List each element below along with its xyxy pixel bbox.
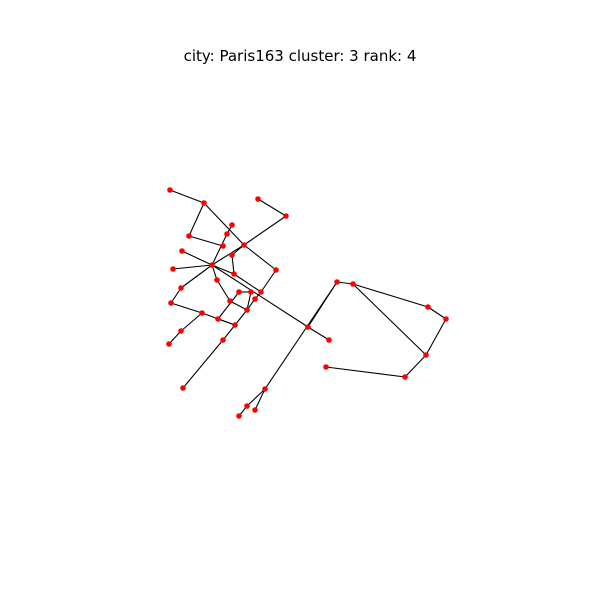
graph-edge xyxy=(233,273,262,293)
graph-node xyxy=(224,231,230,237)
graph-edge xyxy=(168,330,182,345)
graph-title: city: Paris163 cluster: 3 rank: 4 xyxy=(183,47,417,65)
graph-node xyxy=(402,374,408,380)
graph-edge xyxy=(307,326,330,341)
graph-node xyxy=(214,277,220,283)
graph-edge xyxy=(264,281,338,390)
graph-node xyxy=(252,296,258,302)
graph-node xyxy=(236,413,242,419)
graph-edge xyxy=(427,306,447,320)
graph-edge xyxy=(246,291,252,311)
graph-node xyxy=(423,352,429,358)
graph-edge xyxy=(254,388,266,411)
graph-node xyxy=(166,341,172,347)
graph-edge xyxy=(257,198,287,217)
graph-node xyxy=(179,248,185,254)
graph-edge xyxy=(211,233,228,266)
graph-node xyxy=(305,324,311,330)
graph-node xyxy=(244,403,250,409)
graph-edge xyxy=(211,264,309,328)
graph-node xyxy=(273,267,279,273)
graph-edge xyxy=(352,283,427,356)
graph-edge xyxy=(182,339,224,389)
graph-node xyxy=(236,289,242,295)
graph-edge xyxy=(229,300,248,311)
graph-node xyxy=(167,187,173,193)
graph-node xyxy=(186,233,192,239)
graph-edge xyxy=(172,264,213,270)
graph-node xyxy=(248,289,254,295)
graph-edge xyxy=(260,269,277,293)
graph-node xyxy=(170,266,176,272)
graph-edge xyxy=(211,264,235,275)
graph-node xyxy=(180,385,186,391)
graph-edge xyxy=(188,235,224,247)
graph-node xyxy=(244,307,250,313)
graph-node xyxy=(443,316,449,322)
graph-node xyxy=(241,242,247,248)
graph-node xyxy=(258,289,264,295)
graph-edge xyxy=(170,302,203,314)
graph-node xyxy=(326,337,332,343)
graph-edge xyxy=(188,202,205,237)
graph-node xyxy=(178,328,184,334)
graph-edge xyxy=(217,291,240,320)
graph-edge xyxy=(181,250,213,266)
graph-node xyxy=(255,196,261,202)
graph-edge xyxy=(243,244,277,271)
graph-edge xyxy=(246,388,266,407)
graph-edge xyxy=(217,318,236,326)
graph-node xyxy=(334,279,340,285)
graph-node xyxy=(220,243,226,249)
graph-node xyxy=(209,262,215,268)
graph-edge xyxy=(170,287,182,304)
graph-edge xyxy=(425,318,447,356)
graph-edge xyxy=(222,324,236,341)
graph-node xyxy=(262,386,268,392)
graph-node xyxy=(229,252,235,258)
graph-node xyxy=(220,337,226,343)
graph-edge xyxy=(180,312,203,332)
graph-edge xyxy=(211,244,245,266)
graph-node xyxy=(227,298,233,304)
graph-edge xyxy=(243,215,287,246)
graph-edge xyxy=(231,254,235,275)
graph-edge xyxy=(352,283,429,308)
graph-node xyxy=(215,316,221,322)
graph-node xyxy=(323,364,329,370)
graph-node xyxy=(201,200,207,206)
graph-node xyxy=(283,213,289,219)
graph-edge xyxy=(404,354,427,378)
graph-node xyxy=(178,285,184,291)
graph-node xyxy=(350,281,356,287)
graph-edge xyxy=(203,202,245,246)
graph-edge xyxy=(169,189,205,204)
graph-node xyxy=(229,222,235,228)
edges-layer xyxy=(168,189,447,417)
graph-node xyxy=(231,271,237,277)
graph-edge xyxy=(325,366,406,378)
graph-node xyxy=(168,300,174,306)
graph-node xyxy=(425,304,431,310)
graph-edge xyxy=(234,309,248,326)
graph-node xyxy=(252,407,258,413)
graph-node xyxy=(232,322,238,328)
graph-edge xyxy=(216,279,231,302)
nodes-layer xyxy=(166,187,449,419)
graph-node xyxy=(199,310,205,316)
graph-edge xyxy=(180,264,213,289)
